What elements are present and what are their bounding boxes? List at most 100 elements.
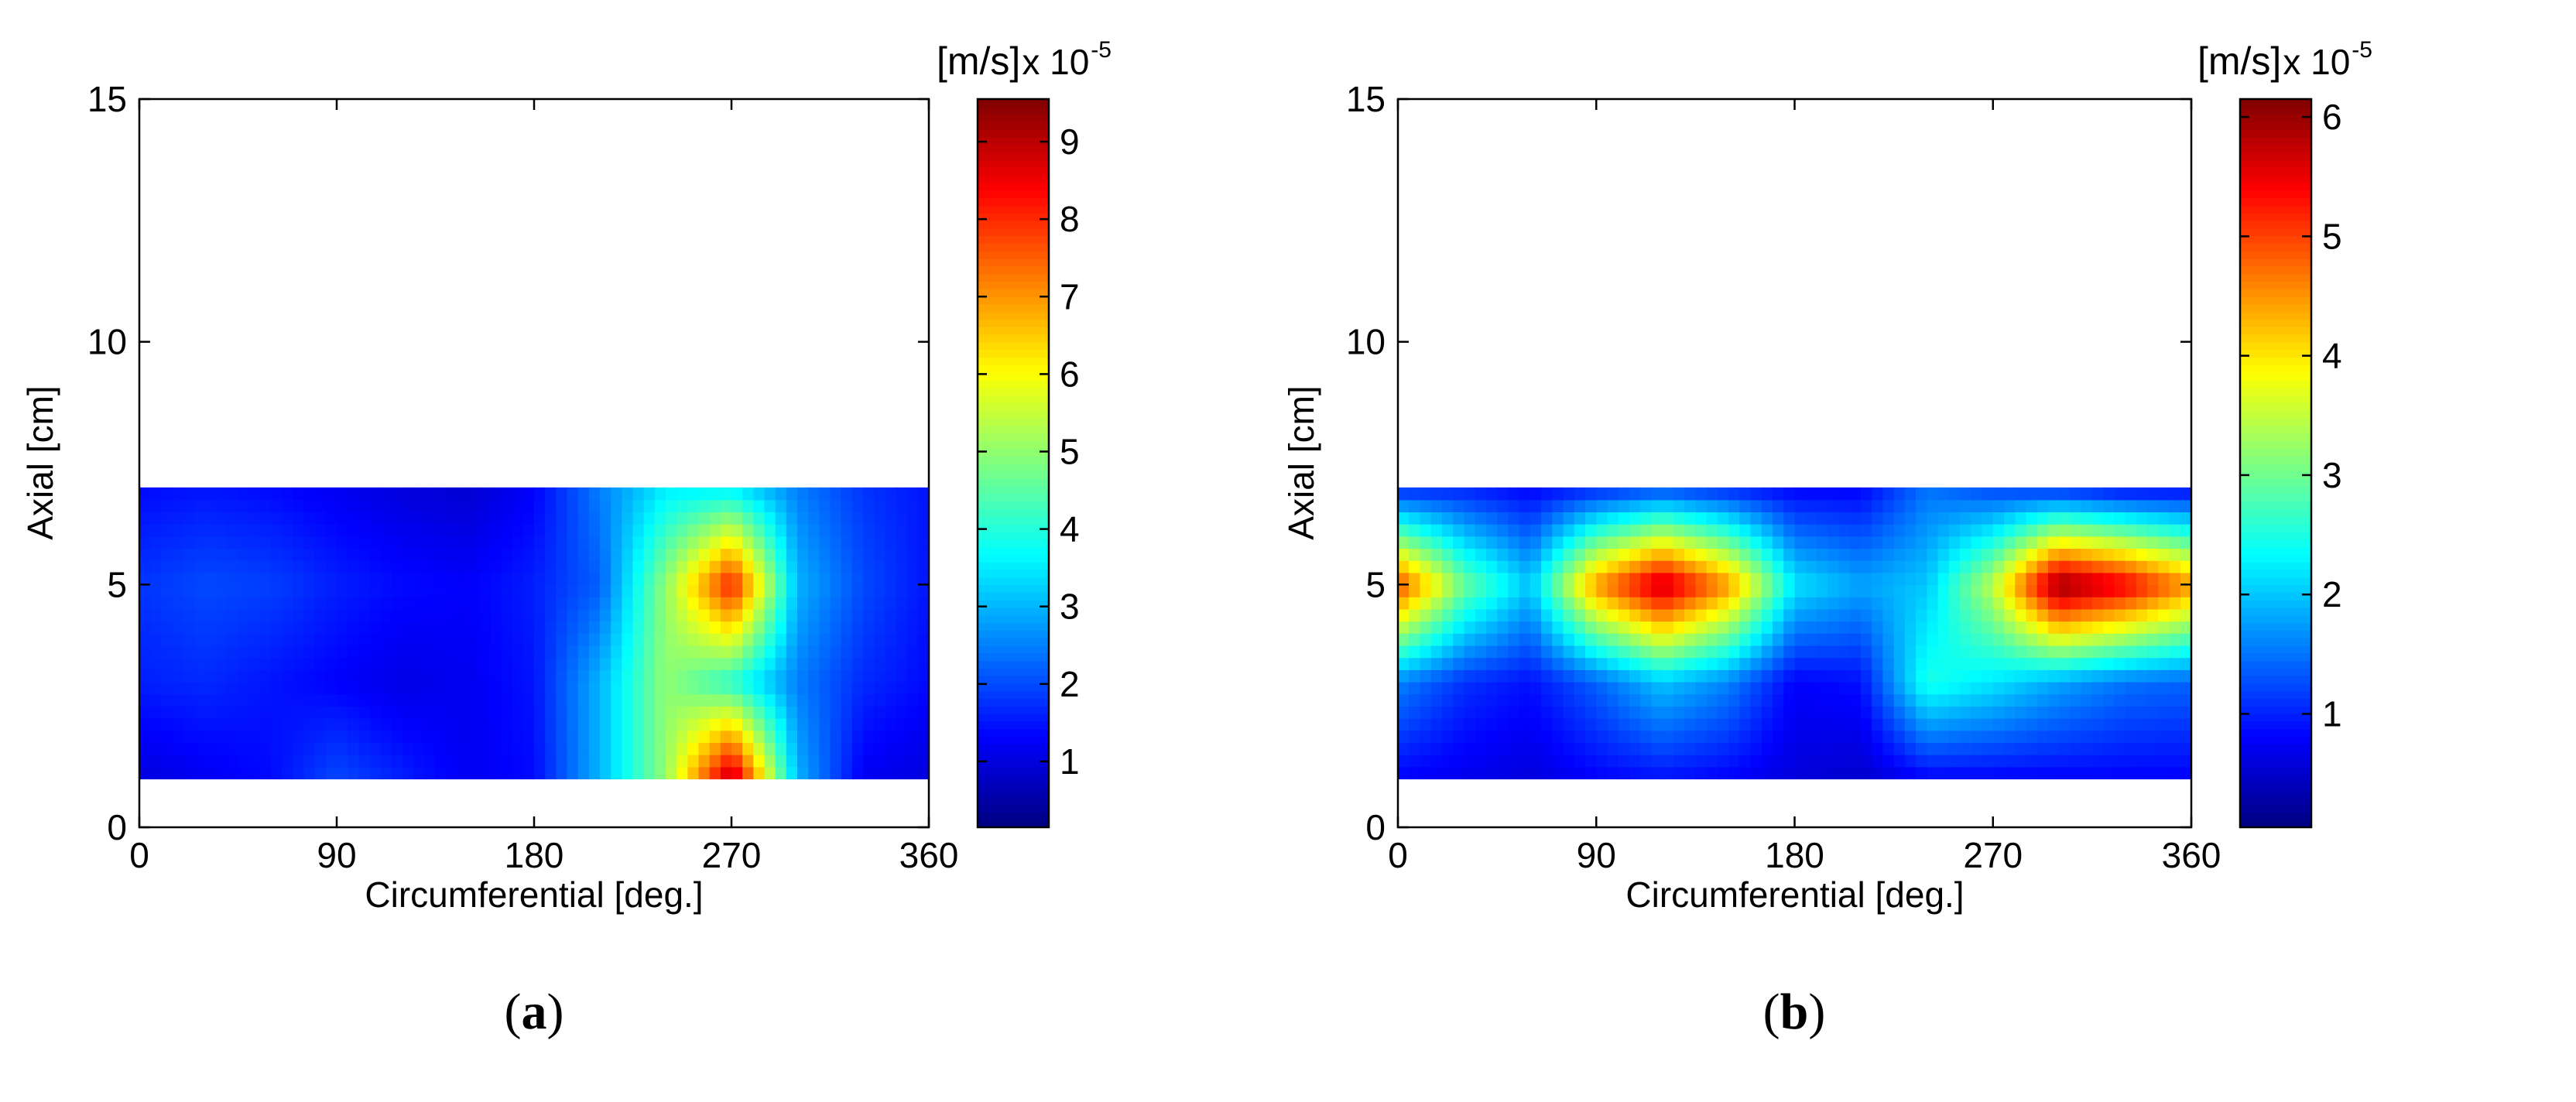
heatmap-cell	[1475, 560, 1487, 573]
heatmap-cell	[1485, 523, 1498, 537]
heatmap-cell	[1783, 669, 1796, 683]
heatmap-cell	[1739, 766, 1752, 780]
heatmap-cell	[632, 669, 645, 683]
colorbar-segment	[2240, 766, 2311, 775]
heatmap-cell	[622, 706, 634, 719]
heatmap-cell	[522, 754, 535, 768]
heatmap-cell	[1453, 645, 1465, 659]
colorbar-tick-label: 3	[1060, 587, 1080, 627]
heatmap-cell	[1585, 572, 1598, 586]
heatmap-cell	[698, 657, 711, 670]
heatmap-cell	[1717, 693, 1729, 707]
heatmap-cell	[161, 572, 173, 586]
heatmap-cell	[337, 621, 348, 634]
heatmap-cell	[753, 523, 766, 537]
heatmap-cell	[522, 548, 535, 561]
heatmap-cell	[1420, 754, 1432, 768]
heatmap-cell	[2003, 560, 2016, 573]
heatmap-cell	[216, 572, 228, 586]
heatmap-cell	[2158, 560, 2170, 573]
heatmap-cell	[545, 717, 557, 731]
heatmap-cell	[698, 633, 711, 646]
colorbar-segment	[978, 804, 1049, 813]
heatmap-cell	[764, 706, 776, 719]
colorbar-segment	[2240, 379, 2311, 388]
heatmap-cell	[2070, 572, 2082, 586]
heatmap-cell	[917, 487, 929, 501]
heatmap-cell	[1992, 645, 2005, 659]
heatmap-cell	[1794, 657, 1807, 670]
heatmap-cell	[2003, 693, 2016, 707]
heatmap-cell	[369, 560, 382, 573]
heatmap-cell	[1497, 742, 1509, 755]
heatmap-cell	[1706, 706, 1718, 719]
heatmap-cell	[1420, 487, 1432, 501]
heatmap-cell	[1761, 584, 1773, 597]
heatmap-cell	[808, 512, 820, 525]
heatmap-cell	[479, 584, 492, 597]
heatmap-cell	[1717, 645, 1729, 659]
heatmap-cell	[896, 621, 908, 634]
heatmap-cell	[1640, 669, 1653, 683]
heatmap-cell	[150, 621, 163, 634]
heatmap-cell	[1992, 597, 2005, 610]
heatmap-cell	[2026, 706, 2038, 719]
heatmap-cell	[2091, 512, 2104, 525]
heatmap-cell	[468, 548, 480, 561]
heatmap-cell	[2169, 536, 2181, 549]
heatmap-cell	[1508, 633, 1520, 646]
heatmap-cell	[1992, 608, 2005, 622]
heatmap-cell	[1982, 499, 1994, 513]
heatmap-cell	[172, 645, 184, 659]
heatmap-cell	[556, 633, 568, 646]
heatmap-cell	[227, 754, 239, 768]
colorbar-segment	[2240, 744, 2311, 752]
heatmap-cell	[643, 608, 656, 622]
heatmap-cell	[282, 487, 294, 501]
heatmap-cell	[1430, 706, 1443, 719]
heatmap-cell	[874, 512, 886, 525]
heatmap-cell	[2091, 487, 2104, 501]
heatmap-cell	[457, 487, 469, 501]
heatmap-cell	[512, 548, 524, 561]
heatmap-cell	[1629, 742, 1641, 755]
heatmap-cell	[2180, 572, 2191, 586]
heatmap-cell	[797, 693, 809, 707]
heatmap-cell	[314, 693, 327, 707]
heatmap-cell	[2026, 754, 2038, 768]
heatmap-cell	[1728, 536, 1741, 549]
heatmap-cell	[863, 754, 875, 768]
heatmap-cell	[600, 645, 611, 659]
heatmap-cell	[2147, 706, 2160, 719]
heatmap-cell	[2036, 548, 2049, 561]
heatmap-cell	[1695, 742, 1708, 755]
heatmap-cell	[643, 560, 656, 573]
heatmap-cell	[2036, 572, 2049, 586]
heatmap-cell	[917, 645, 929, 659]
heatmap-cell	[490, 657, 502, 670]
heatmap-cell	[643, 512, 656, 525]
colorbar-segment	[978, 493, 1049, 502]
heatmap-cell	[282, 621, 294, 634]
heatmap-cell	[611, 523, 623, 537]
heatmap-cell	[457, 754, 469, 768]
heatmap-cell	[1971, 487, 1983, 501]
colorbar-segment	[2240, 265, 2311, 275]
heatmap-cell	[906, 717, 919, 731]
heatmap-cell	[797, 608, 809, 622]
heatmap-cell	[1904, 706, 1917, 719]
heatmap-cell	[413, 645, 426, 659]
heatmap-cell	[1728, 742, 1741, 755]
heatmap-cell	[731, 633, 743, 646]
heatmap-cell	[698, 608, 711, 622]
heatmap-cell	[1420, 597, 1432, 610]
heatmap-cell	[567, 754, 579, 768]
heatmap-cell	[248, 645, 261, 659]
heatmap-cell	[1960, 730, 1972, 744]
heatmap-cell	[611, 706, 623, 719]
heatmap-cell	[2180, 487, 2191, 501]
heatmap-cell	[501, 584, 513, 597]
heatmap-cell	[1960, 487, 1972, 501]
heatmap-cell	[698, 512, 711, 525]
heatmap-cell	[303, 548, 316, 561]
